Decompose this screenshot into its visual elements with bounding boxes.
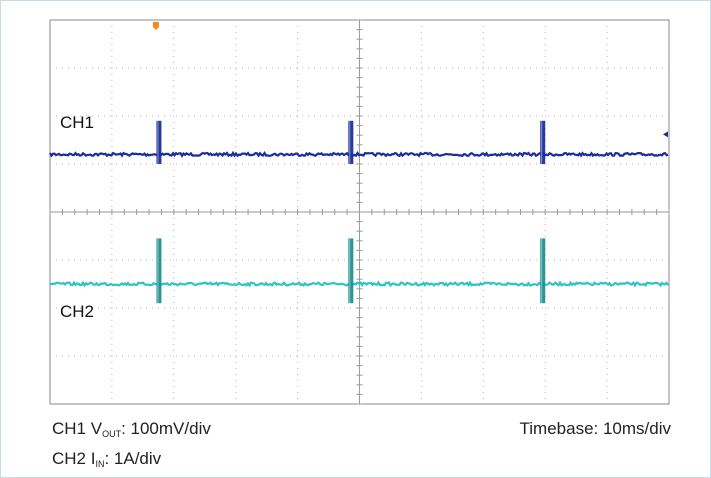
ch1-spike xyxy=(540,120,546,164)
ch2-trace-label: CH2 xyxy=(60,302,94,321)
traces xyxy=(49,22,669,304)
ch1-spike xyxy=(348,120,354,164)
graticule xyxy=(49,19,670,405)
trigger-marker xyxy=(152,22,159,30)
ch2-caption-suffix: : 1A/div xyxy=(104,449,162,468)
ch1-trace-line xyxy=(49,150,669,158)
ch2-spike xyxy=(540,238,546,304)
ch1-spike xyxy=(156,120,162,164)
ch2-spike xyxy=(156,238,162,304)
ch2-caption-prefix: CH2 I xyxy=(52,449,96,468)
ch1-caption-prefix: CH1 V xyxy=(52,419,103,438)
timebase-caption: Timebase: 10ms/div xyxy=(519,419,671,438)
ch1-level-marker xyxy=(663,131,668,138)
ch1-trace-label: CH1 xyxy=(60,113,94,132)
oscilloscope-plot: CH1 CH2 xyxy=(49,19,670,405)
ch1-scale-caption: CH1 VOUT: 100mV/div xyxy=(52,419,211,439)
ch2-spike xyxy=(348,238,354,304)
ch1-caption-suffix: : 100mV/div xyxy=(121,419,211,438)
ch2-caption-subscript: IN xyxy=(95,459,105,469)
ch1-caption-subscript: OUT xyxy=(102,429,122,439)
ch2-trace-line xyxy=(49,280,669,288)
ch2-scale-caption: CH2 IIN: 1A/div xyxy=(52,449,161,469)
